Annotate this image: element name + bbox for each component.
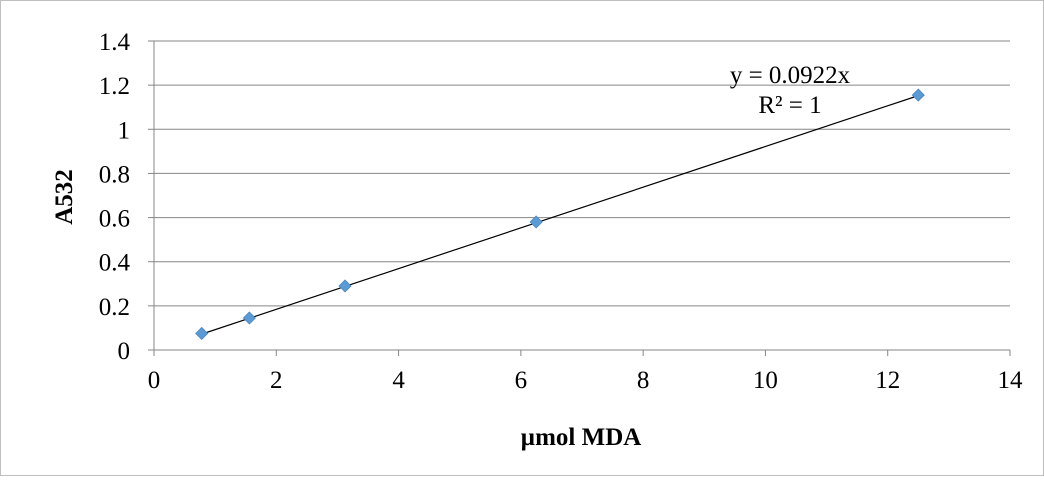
data-points [195, 88, 925, 341]
trendline-layer [201, 95, 919, 335]
data-point [529, 215, 543, 229]
x-tick-label: 4 [392, 367, 405, 394]
x-tick-label: 14 [998, 367, 1024, 394]
y-tick-label: 1 [118, 117, 131, 144]
y-tick-label: 0.4 [99, 250, 131, 277]
x-tick-label: 8 [637, 367, 650, 394]
y-tick-label: 1.2 [99, 73, 130, 100]
trendline-r-squared: R² = 1 [758, 92, 821, 119]
trendline [201, 95, 919, 335]
data-point [242, 311, 256, 325]
x-tick-label: 0 [148, 367, 161, 394]
data-point [911, 88, 925, 102]
y-tick-label: 1.4 [99, 29, 131, 56]
y-tick-label: 0.2 [99, 294, 130, 321]
x-tick-label: 12 [875, 367, 900, 394]
x-tick-label: 2 [270, 367, 283, 394]
y-tick-label: 0 [118, 338, 131, 365]
y-axis-ticks: 0 0.2 0.4 0.6 0.8 1 1.2 1.4 [99, 29, 154, 365]
axes [153, 41, 1010, 351]
x-tick-label: 6 [515, 367, 528, 394]
trendline-equation: y = 0.0922x [730, 62, 851, 89]
y-axis-title: A532 [51, 169, 78, 225]
y-tick-label: 0.8 [99, 161, 130, 188]
x-axis-ticks: 0 2 4 6 8 10 12 14 [148, 350, 1023, 394]
x-tick-label: 10 [753, 367, 778, 394]
data-point [195, 326, 209, 341]
y-tick-label: 0.6 [99, 206, 130, 233]
x-axis-title: µmol MDA [521, 424, 642, 451]
gridlines [154, 40, 1010, 307]
data-point [338, 279, 352, 293]
